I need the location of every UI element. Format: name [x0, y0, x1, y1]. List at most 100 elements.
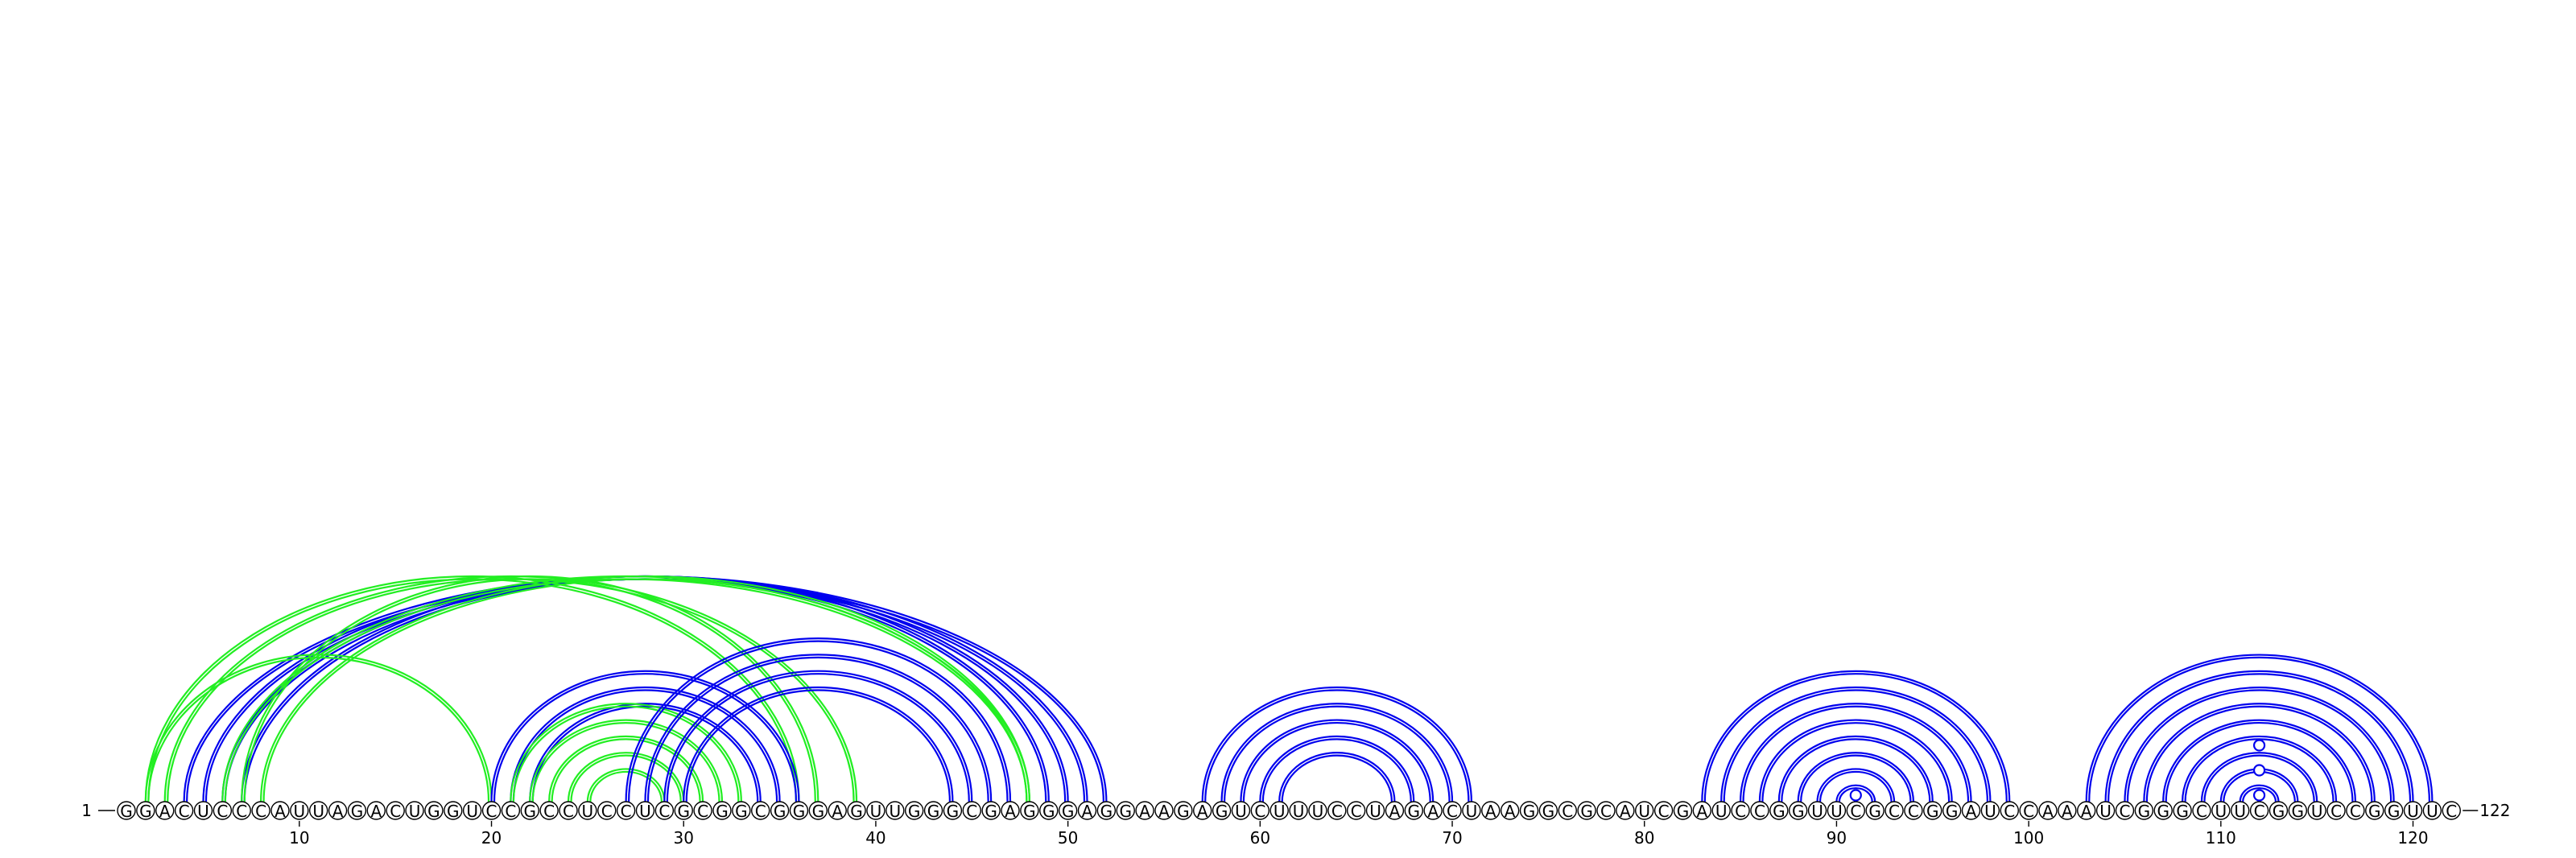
arc-108-116	[2181, 735, 2338, 802]
nucleotide-circle	[1365, 801, 1385, 820]
nucleotide-letter: C	[236, 802, 247, 821]
nucleotide-circle	[539, 801, 559, 820]
nucleotide: G	[1769, 801, 1789, 821]
nucleotide: U	[886, 801, 905, 821]
nucleotide-circle	[2403, 801, 2423, 820]
nucleotide: C	[2346, 801, 2365, 821]
nucleotide: G	[1942, 801, 1962, 821]
nucleotide-letter: G	[947, 802, 960, 821]
nucleotide-letter: A	[159, 802, 171, 821]
arc-85-97-inner	[1742, 705, 1970, 802]
nucleotide-circle	[597, 801, 617, 820]
nucleotide: G	[808, 801, 828, 821]
nucleotide: A	[1001, 801, 1020, 821]
nucleotide-circle	[1980, 801, 2000, 820]
nucleotide-circle	[1462, 801, 1481, 820]
nucleotide-circle	[559, 801, 578, 820]
nucleotide: G	[1577, 801, 1596, 821]
arc-85-97	[1739, 703, 1972, 802]
nucleotide: U	[1308, 801, 1327, 821]
nucleotide-letter: G	[351, 802, 364, 821]
nucleotide-circle	[1001, 801, 1020, 820]
nucleotide-circle	[886, 801, 905, 820]
nucleotide-circle	[193, 801, 213, 820]
arc-87-95-inner	[1781, 738, 1931, 802]
nucleotide-circle	[770, 801, 790, 820]
nucleotide-letter: G	[2176, 802, 2189, 821]
nucleotide: C	[2442, 801, 2461, 821]
nucleotide-letter: C	[486, 802, 497, 821]
arc-59-69-inner	[1242, 722, 1431, 802]
nucleotide: G	[1039, 801, 1059, 821]
nucleotide: U	[1269, 801, 1289, 821]
nucleotide-circle	[1346, 801, 1366, 820]
nucleotide-letter: U	[2407, 802, 2419, 821]
nucleotide: G	[2153, 801, 2173, 821]
nucleotide: A	[1077, 801, 1097, 821]
nucleotide: G	[347, 801, 367, 821]
nucleotide-letter: G	[1580, 802, 1593, 821]
nucleotide-letter: G	[2138, 802, 2151, 821]
nucleotide: G	[674, 801, 693, 821]
arc-103-121	[2085, 654, 2434, 802]
nucleotide-letter: G	[2292, 802, 2305, 821]
nucleotide-letter: A	[1005, 802, 1016, 821]
nucleotide-letter: U	[2311, 802, 2323, 821]
nucleotide: G	[732, 801, 751, 821]
nucleotide: G	[770, 801, 790, 821]
nucleotide: G	[712, 801, 732, 821]
tick-label: 20	[481, 828, 502, 848]
nucleotide-circle	[2000, 801, 2019, 820]
nucleotide-circle	[481, 801, 502, 820]
nucleotide: C	[386, 801, 405, 821]
nucleotide-letter: C	[1254, 802, 1265, 821]
nucleotide-letter: U	[1369, 802, 1381, 821]
arc-58-70-inner	[1223, 705, 1451, 802]
nucleotide: U	[1231, 801, 1251, 821]
nucleotide-letter: C	[1908, 802, 1919, 821]
nucleotide-circle	[1731, 801, 1750, 820]
tick-label: 10	[289, 828, 309, 848]
arc-84-98-inner	[1723, 689, 1988, 802]
arc-marker-circle	[2252, 764, 2266, 777]
nucleotide-circle	[1212, 801, 1232, 820]
nucleotide: G	[1673, 801, 1693, 821]
nucleotide-letter: C	[1754, 802, 1765, 821]
nucleotide-letter: C	[621, 802, 632, 821]
nucleotide: A	[366, 801, 386, 821]
nucleotide-letter: A	[332, 802, 344, 821]
nucleotide: C	[559, 801, 578, 821]
nucleotide: C	[2249, 801, 2269, 821]
nucleotide: G	[2288, 801, 2308, 821]
nucleotide: G	[444, 801, 463, 821]
arc-25-29-inner	[589, 770, 663, 802]
arc-90-92-inner	[1838, 787, 1873, 802]
nucleotide-circle	[1865, 801, 1885, 820]
nucleotide-letter: A	[1158, 802, 1170, 821]
arc-7-37-inner	[243, 578, 816, 802]
nucleotide-letter: A	[1620, 802, 1631, 821]
nucleotide: U	[2211, 801, 2231, 821]
nucleotide: U	[578, 801, 597, 821]
nucleotide-circle	[635, 801, 655, 820]
nucleotide-letter: A	[370, 802, 382, 821]
arc-21-35	[510, 686, 781, 802]
nucleotide-circle	[270, 801, 290, 820]
arc-20-36	[490, 670, 800, 802]
nucleotide-circle	[1807, 801, 1827, 820]
nucleotide-circle	[1500, 801, 1520, 820]
tick-label: 40	[865, 828, 886, 848]
nucleotide: G	[1174, 801, 1193, 821]
nucleotide-letter: U	[2426, 802, 2438, 821]
nucleotide-circle	[366, 801, 386, 820]
nucleotide-circle	[1750, 801, 1769, 820]
nucleotide: G	[1116, 801, 1135, 821]
arc-marker-circle	[2252, 739, 2266, 752]
nucleotide-circle	[1443, 801, 1462, 820]
arc-88-94-inner	[1800, 754, 1912, 802]
nucleotide-letter: G	[1062, 802, 1075, 821]
nucleotide-circle	[1942, 801, 1962, 820]
nucleotide-letter: G	[2273, 802, 2285, 821]
arc-27-47	[625, 637, 1012, 802]
